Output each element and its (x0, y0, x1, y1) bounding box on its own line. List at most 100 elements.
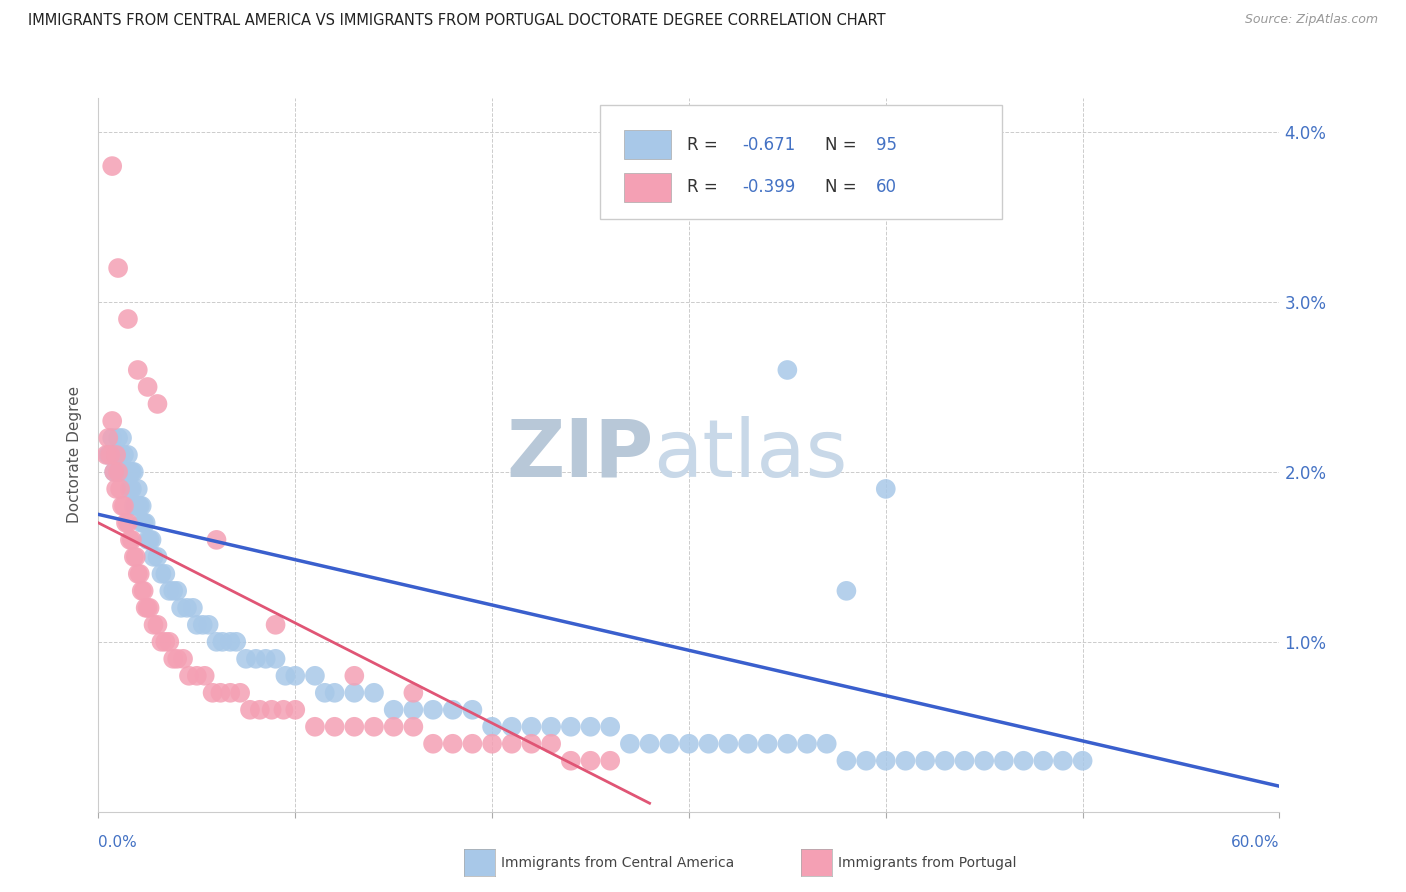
Point (796, 737, 818, 751)
Point (638, 737, 661, 751)
Point (201, 686, 224, 700)
Text: R =: R = (686, 178, 723, 196)
Point (121, 533, 143, 547)
Point (96, 448, 118, 462)
Point (264, 617, 287, 632)
Point (239, 703, 262, 717)
Point (973, 754, 995, 768)
Point (191, 617, 214, 632)
Point (107, 431, 129, 445)
Point (155, 566, 177, 581)
Point (304, 720, 326, 734)
Point (284, 669, 307, 683)
Point (131, 583, 153, 598)
Point (402, 686, 425, 700)
Point (1071, 754, 1094, 768)
Point (97, 431, 120, 445)
Point (177, 669, 200, 683)
Point (136, 600, 159, 615)
Point (111, 431, 134, 445)
Text: IMMIGRANTS FROM CENTRAL AMERICA VS IMMIGRANTS FROM PORTUGAL DOCTORATE DEGREE COR: IMMIGRANTS FROM CENTRAL AMERICA VS IMMIG… (28, 13, 886, 29)
Point (115, 516, 138, 530)
Point (118, 482, 141, 496)
Point (274, 669, 297, 683)
Text: Immigrants from Portugal: Immigrants from Portugal (838, 855, 1017, 870)
Point (186, 669, 208, 683)
Point (678, 737, 700, 751)
Point (540, 720, 562, 734)
Point (1032, 754, 1054, 768)
Point (117, 448, 139, 462)
Point (101, 431, 124, 445)
Text: ZIP: ZIP (506, 416, 654, 494)
Text: R =: R = (686, 136, 723, 153)
Point (579, 720, 602, 734)
Point (560, 720, 582, 734)
Point (103, 465, 125, 479)
Point (599, 754, 621, 768)
Text: Immigrants from Central America: Immigrants from Central America (501, 855, 734, 870)
Point (125, 499, 148, 513)
Text: -0.671: -0.671 (742, 136, 796, 153)
Point (166, 652, 188, 666)
Point (186, 617, 208, 632)
Point (122, 465, 145, 479)
Point (117, 465, 139, 479)
Text: -0.399: -0.399 (742, 178, 796, 196)
Point (254, 652, 277, 666)
Point (756, 737, 779, 751)
Point (108, 482, 131, 496)
Point (157, 583, 180, 598)
Point (343, 686, 366, 700)
Point (737, 737, 759, 751)
Point (717, 737, 740, 751)
Point (520, 720, 543, 734)
Point (101, 159, 124, 173)
Point (117, 516, 139, 530)
Point (118, 465, 141, 479)
Point (155, 635, 177, 649)
Point (619, 737, 641, 751)
Point (132, 583, 155, 598)
Point (108, 448, 131, 462)
Point (835, 583, 858, 598)
Point (1012, 754, 1035, 768)
Point (776, 363, 799, 377)
Point (131, 516, 153, 530)
Text: N =: N = (825, 178, 862, 196)
FancyBboxPatch shape (624, 130, 671, 159)
Point (229, 686, 252, 700)
Point (136, 380, 159, 394)
Point (162, 652, 184, 666)
Point (993, 754, 1015, 768)
Point (142, 549, 165, 564)
Point (875, 482, 897, 496)
Point (135, 600, 157, 615)
Point (209, 686, 232, 700)
Point (363, 686, 385, 700)
Text: 60: 60 (876, 178, 897, 196)
Point (323, 686, 346, 700)
FancyBboxPatch shape (624, 173, 671, 202)
Point (461, 703, 484, 717)
Point (314, 686, 336, 700)
Text: 60.0%: 60.0% (1232, 836, 1279, 850)
Point (211, 635, 233, 649)
Point (118, 533, 141, 547)
Point (150, 635, 173, 649)
Point (115, 465, 138, 479)
Point (402, 703, 425, 717)
Point (422, 737, 444, 751)
Point (658, 737, 681, 751)
Point (111, 499, 134, 513)
Point (599, 720, 621, 734)
Point (112, 499, 135, 513)
Point (146, 549, 169, 564)
Point (181, 600, 204, 615)
Point (127, 482, 149, 496)
Point (501, 720, 523, 734)
Point (141, 533, 163, 547)
Point (103, 465, 125, 479)
Point (136, 533, 159, 547)
Point (132, 516, 155, 530)
